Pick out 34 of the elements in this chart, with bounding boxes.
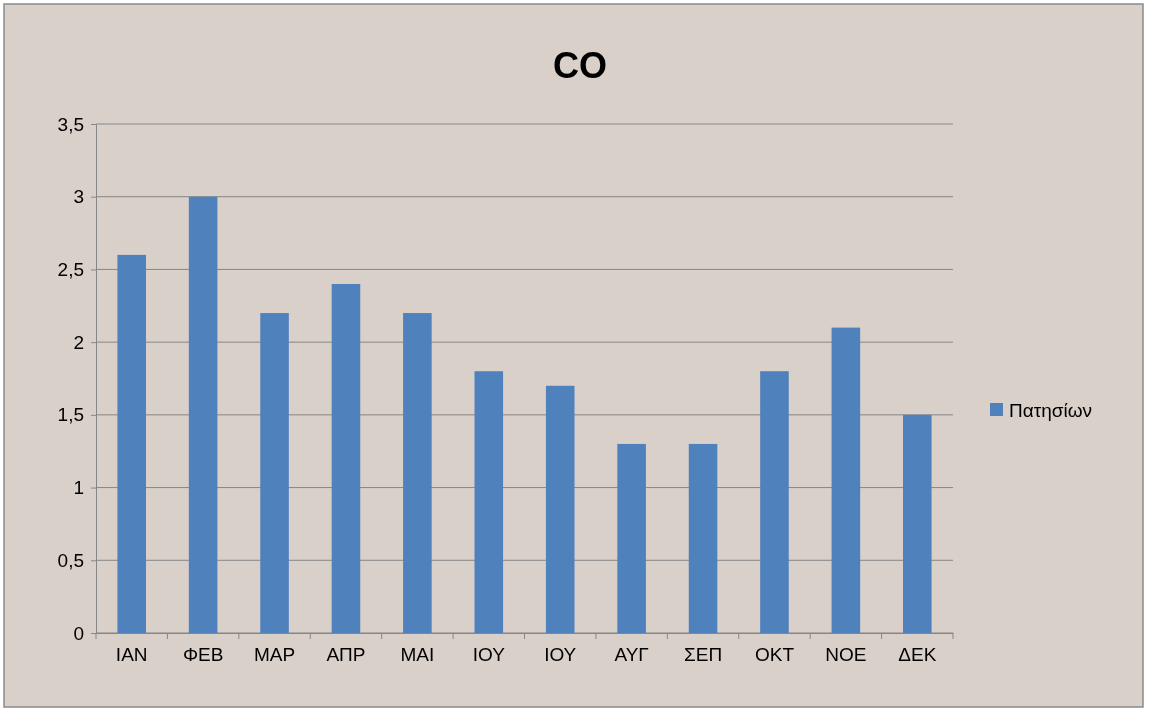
y-tick-label: 3,5: [57, 113, 84, 135]
x-tick-label: ΑΥΓ: [614, 643, 649, 665]
x-tick-label: ΙΑΝ: [115, 643, 148, 665]
chart-title: CO: [553, 45, 607, 86]
x-tick-label: ΑΠΡ: [326, 643, 366, 665]
y-tick-label: 0,5: [57, 549, 84, 571]
x-tick-label: ΜΑΙ: [400, 643, 435, 665]
x-tick-label: ΙΟΥ: [472, 643, 506, 665]
x-tick-label: ΔΕΚ: [898, 643, 937, 665]
bar: [474, 371, 504, 633]
y-tick-label: 2,5: [57, 259, 84, 281]
y-tick-label: 0: [73, 622, 84, 644]
bar: [617, 443, 646, 633]
bar: [403, 313, 432, 633]
bar: [831, 327, 861, 633]
bar: [331, 283, 361, 633]
bar: [545, 385, 575, 633]
bar: [903, 414, 932, 633]
bar: [260, 313, 289, 633]
bar: [117, 254, 146, 633]
x-tick-label: ΙΟΥ: [544, 643, 577, 665]
bar: [688, 443, 718, 633]
y-tick-label: 2: [73, 331, 84, 353]
y-tick-label: 1: [73, 477, 84, 499]
bar: [188, 196, 218, 633]
x-tick-label: ΣΕΠ: [683, 643, 723, 665]
legend-label: Πατησίων: [1009, 399, 1093, 421]
bar: [760, 371, 789, 633]
x-tick-label: ΟΚΤ: [754, 643, 795, 665]
x-tick-label: ΦΕΒ: [182, 643, 224, 665]
y-tick-label: 3: [73, 186, 84, 208]
y-tick-label: 1,5: [57, 404, 84, 426]
x-tick-label: ΝΟΕ: [825, 643, 867, 665]
x-tick-label: ΜΑΡ: [253, 643, 296, 665]
